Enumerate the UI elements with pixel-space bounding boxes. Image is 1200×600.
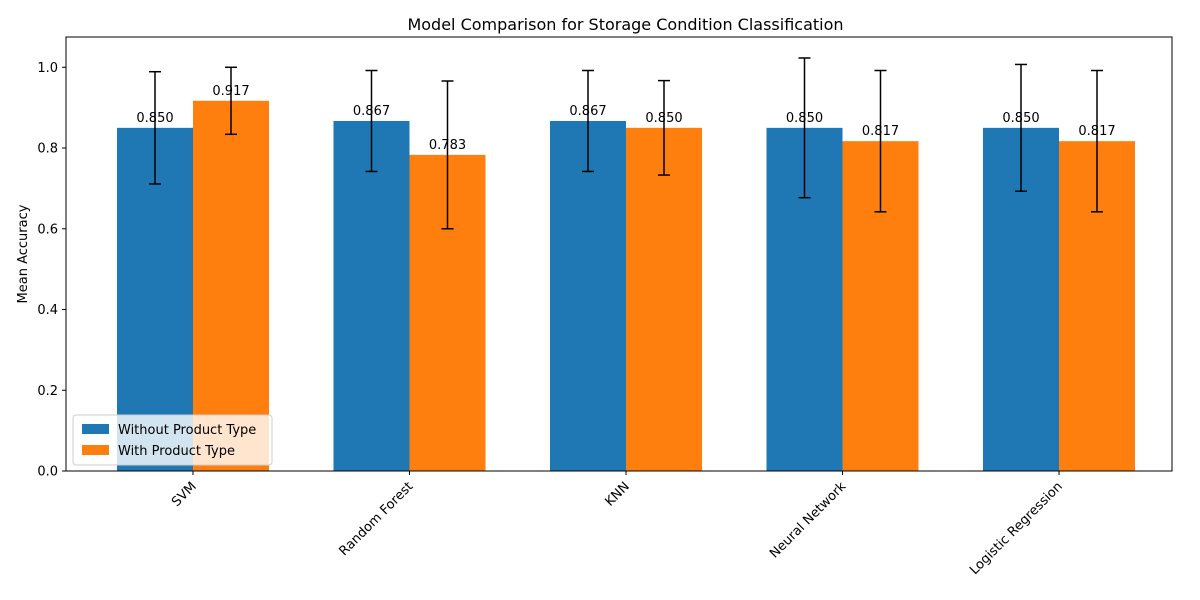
bar-value-label: 0.867 bbox=[569, 104, 606, 119]
legend-label: Without Product Type bbox=[118, 423, 256, 438]
legend: Without Product Type With Product Type bbox=[72, 414, 273, 466]
plot-area: 0.850 0.867 0.867 0.850 0.850 0.917 0.783 0.850… bbox=[37, 57, 1135, 578]
y-tick-label: 0.6 bbox=[37, 222, 58, 237]
x-tick-label: Neural Network bbox=[767, 479, 850, 562]
error-bar bbox=[1015, 63, 1027, 192]
legend-box bbox=[72, 414, 273, 466]
bar-without-0 bbox=[117, 127, 193, 471]
bar-value-label: 0.850 bbox=[645, 111, 682, 126]
axes-frame bbox=[65, 36, 1173, 472]
x-tick-label: Random Forest bbox=[337, 479, 417, 559]
error-bar bbox=[225, 66, 237, 136]
error-bar bbox=[582, 69, 594, 173]
y-tick-label: 0.0 bbox=[37, 465, 58, 480]
bar-value-label: 0.917 bbox=[212, 84, 249, 99]
y-axis-label: Mean Accuracy bbox=[16, 204, 31, 303]
y-tick-label: 0.8 bbox=[37, 142, 58, 157]
bar-with-0 bbox=[193, 100, 269, 472]
y-tick-label: 0.2 bbox=[37, 384, 58, 399]
y-tick-label: 0.4 bbox=[37, 303, 58, 318]
error-bar bbox=[874, 69, 887, 213]
x-tick-label: Logistic Regression bbox=[967, 479, 1066, 578]
bar-value-label: 0.817 bbox=[1078, 124, 1115, 139]
error-bar bbox=[441, 80, 454, 230]
x-tick-label: KNN bbox=[602, 479, 632, 509]
bar-without-1 bbox=[333, 120, 410, 472]
chart-title: Model Comparison for Storage Condition C… bbox=[407, 15, 843, 34]
legend-swatch bbox=[82, 445, 109, 455]
error-bar bbox=[658, 79, 670, 176]
error-bar bbox=[798, 57, 811, 199]
legend-swatch bbox=[82, 424, 109, 434]
bar-value-label: 0.817 bbox=[862, 124, 899, 139]
error-bar bbox=[365, 69, 378, 173]
bar-value-label: 0.867 bbox=[353, 104, 390, 119]
bar-value-label: 0.850 bbox=[136, 111, 173, 126]
bar-value-label: 0.783 bbox=[429, 138, 466, 153]
bar-value-label: 0.850 bbox=[1002, 111, 1039, 126]
legend-label: With Product Type bbox=[118, 444, 235, 459]
y-tick-label: 1.0 bbox=[37, 61, 58, 76]
error-bar bbox=[1091, 69, 1103, 213]
error-bar bbox=[149, 70, 161, 185]
bar-value-label: 0.850 bbox=[786, 111, 823, 126]
bar-with-2 bbox=[626, 127, 702, 471]
bar-without-2 bbox=[550, 120, 626, 472]
x-tick-label: SVM bbox=[169, 479, 200, 510]
